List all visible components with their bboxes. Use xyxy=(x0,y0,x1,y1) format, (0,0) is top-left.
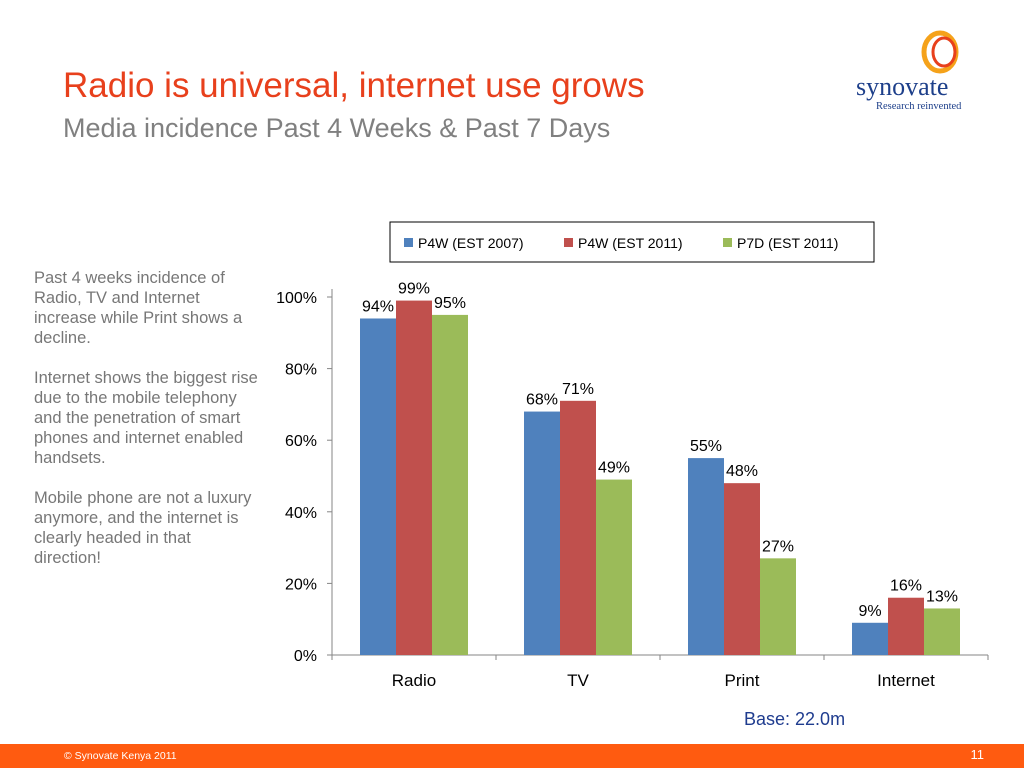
data-label: 99% xyxy=(398,281,430,298)
x-tick-label: Radio xyxy=(392,671,436,690)
logo-tagline: Research reinvented xyxy=(876,101,962,112)
synovate-logo: synovate Research reinvented xyxy=(846,30,976,112)
x-tick-label: Print xyxy=(725,671,760,690)
bar xyxy=(852,622,888,655)
data-label: 68% xyxy=(526,392,558,409)
page-number: 11 xyxy=(970,747,985,762)
y-tick-label: 100% xyxy=(276,290,317,307)
y-tick-label: 0% xyxy=(294,648,317,665)
footer-bar: © Synovate Kenya 2011 11 xyxy=(0,744,1024,768)
y-tick-label: 40% xyxy=(285,505,317,522)
bar xyxy=(688,458,724,655)
base-note: Base: 22.0m xyxy=(744,709,846,729)
data-label: 16% xyxy=(890,578,922,595)
bar xyxy=(432,314,468,655)
legend-box xyxy=(389,221,875,263)
logo-wordmark: synovate xyxy=(856,72,949,101)
bar xyxy=(888,597,924,655)
data-label: 49% xyxy=(598,460,630,477)
legend-swatch xyxy=(723,238,732,247)
commentary-paragraph: Past 4 weeks incidence of Radio, TV and … xyxy=(34,269,243,347)
bar-chart: 0% 20% 40% 60% 80% 100% Radio TV Print Internet 94… xyxy=(276,221,989,690)
legend-label: P7D (EST 2011) xyxy=(737,235,838,251)
x-tick-label: TV xyxy=(567,671,589,690)
bar xyxy=(360,318,396,655)
y-tick-label: 80% xyxy=(285,362,317,379)
data-label: 9% xyxy=(858,603,881,620)
x-tick-label: Internet xyxy=(877,671,935,690)
logo-rings-icon xyxy=(921,30,959,74)
legend-swatch xyxy=(564,238,573,247)
legend-label: P4W (EST 2011) xyxy=(578,235,683,251)
bar xyxy=(724,483,760,655)
y-tick-label: 20% xyxy=(285,576,317,593)
y-tick-label: 60% xyxy=(285,433,317,450)
slide-title: Radio is universal, internet use grows xyxy=(63,66,645,105)
bar xyxy=(596,479,632,655)
data-label: 48% xyxy=(726,463,758,480)
commentary-paragraph: Mobile phone are not a luxury anymore, a… xyxy=(34,489,252,567)
bar xyxy=(560,400,596,655)
data-label: 27% xyxy=(762,538,794,555)
slide-subtitle: Media incidence Past 4 Weeks & Past 7 Da… xyxy=(63,113,611,143)
bar xyxy=(760,558,796,655)
legend-label: P4W (EST 2007) xyxy=(418,235,524,251)
copyright-text: © Synovate Kenya 2011 xyxy=(64,750,177,762)
bar xyxy=(396,300,432,655)
data-label: 94% xyxy=(362,298,394,315)
legend-swatch xyxy=(404,238,413,247)
data-label: 95% xyxy=(434,295,466,312)
data-label: 71% xyxy=(562,381,594,398)
commentary-paragraph: Internet shows the biggest rise due to t… xyxy=(34,369,258,467)
data-label: 13% xyxy=(926,588,958,605)
commentary-text: Past 4 weeks incidence of Radio, TV and … xyxy=(34,268,259,588)
bar xyxy=(924,608,960,655)
data-label: 55% xyxy=(690,438,722,455)
bar xyxy=(524,411,560,655)
